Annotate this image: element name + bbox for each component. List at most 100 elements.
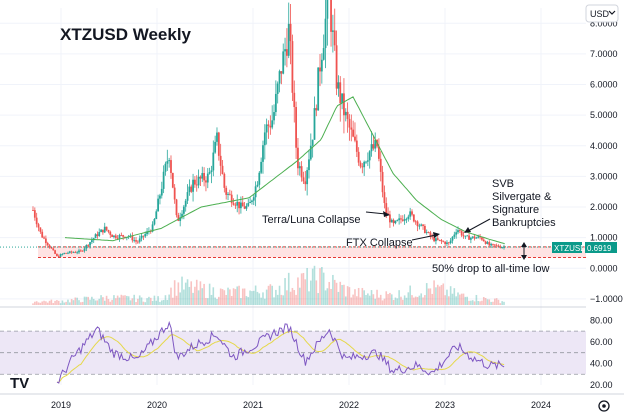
candle-body (41, 231, 44, 238)
candle-body (234, 204, 237, 206)
volume-bar (111, 299, 113, 305)
candle-body (311, 139, 314, 146)
candle-body (389, 214, 391, 223)
volume-bar (379, 294, 382, 305)
candle-body (414, 221, 417, 223)
time-tick-label: 2019 (51, 400, 71, 410)
candle-body (331, 30, 334, 32)
price-tick-label: 0.0000 (590, 263, 618, 273)
time-tick-label: 2024 (531, 400, 551, 410)
candle-body (146, 231, 148, 235)
volume-bar (464, 296, 467, 305)
volume-bar (177, 282, 180, 305)
volume-bar (311, 268, 314, 305)
candle-body (363, 161, 366, 168)
annotation-svb-line-1: SVB (492, 178, 514, 190)
candle-body (374, 140, 377, 149)
volume-bar (216, 298, 218, 305)
volume-bar (63, 302, 66, 305)
candle-body (32, 210, 34, 211)
volume-bar (455, 296, 457, 305)
candle-body (241, 202, 244, 207)
volume-bar (186, 279, 189, 305)
candle-body (372, 144, 375, 149)
volume-bar (80, 302, 82, 305)
volume-bar (120, 294, 123, 305)
gear-icon[interactable] (598, 400, 610, 412)
volume-bar (241, 288, 244, 305)
annotation-ftx: FTX Collapse (346, 237, 413, 249)
candle-body (280, 71, 283, 74)
candle-body (381, 171, 384, 193)
volume-bar (407, 292, 410, 305)
time-tick-label: 2021 (243, 400, 263, 410)
candle-body (67, 252, 69, 254)
price-tick-label: 3.0000 (590, 171, 618, 181)
candle-body (138, 238, 141, 242)
volume-bar (300, 273, 303, 305)
candle-body (473, 236, 476, 239)
currency-selector[interactable]: USD (585, 4, 619, 23)
volume-bar (221, 289, 224, 305)
volume-bar (188, 286, 191, 305)
volume-bar (126, 295, 128, 305)
candle-body (464, 235, 467, 237)
candle-body (453, 234, 456, 237)
volume-bar (449, 286, 452, 305)
volume-bar (229, 289, 231, 305)
candle-body (484, 241, 487, 244)
candle-body (466, 235, 469, 237)
candle-body (339, 82, 342, 104)
volume-bar (251, 291, 253, 305)
candle-body (98, 232, 101, 236)
candle-body (435, 238, 437, 242)
volume-bar (114, 298, 117, 305)
candle-body (33, 210, 36, 218)
candle-body (79, 250, 82, 252)
volume-bar (210, 294, 213, 305)
volume-bar (214, 297, 216, 305)
volume-bar (92, 298, 95, 305)
volume-bar (424, 295, 426, 305)
volume-bar (173, 280, 176, 305)
candle-body (499, 246, 502, 248)
candle-body (223, 173, 226, 188)
candle-body (182, 206, 185, 214)
candle-body (256, 184, 259, 187)
candle-body (225, 187, 228, 195)
volume-bar (43, 300, 45, 305)
candle-body (444, 241, 447, 244)
volume-bar (245, 296, 248, 305)
candle-body (162, 171, 165, 189)
volume-bar (258, 293, 261, 305)
time-tick-label: 2022 (339, 400, 359, 410)
volume-bar (172, 297, 174, 305)
volume-bar (356, 296, 358, 305)
candle-body (192, 179, 194, 192)
volume-bar (348, 287, 351, 305)
candle-body (460, 231, 463, 236)
volume-bar (302, 272, 305, 305)
volume-bar (146, 298, 148, 305)
volume-bar (151, 300, 154, 305)
candle-body (361, 166, 364, 168)
volume-bar (433, 280, 435, 305)
candle-body (61, 253, 64, 255)
volume-bar (254, 285, 257, 305)
volume-bar (276, 294, 279, 305)
volume-bar (378, 297, 380, 305)
volume-bar (269, 284, 272, 305)
volume-bar (179, 292, 181, 305)
volume-bar (403, 295, 406, 305)
volume-bar (440, 285, 443, 305)
candle-body (449, 240, 452, 244)
candle-body (267, 124, 270, 126)
currency-selector-box[interactable] (585, 4, 619, 23)
volume-bar (116, 295, 119, 305)
candle-body (100, 229, 102, 233)
candle-body (392, 219, 395, 224)
volume-bar (372, 294, 375, 305)
volume-bar (264, 298, 266, 305)
rsi-tick-label: 80.00 (590, 315, 613, 325)
volume-bar (83, 296, 86, 305)
